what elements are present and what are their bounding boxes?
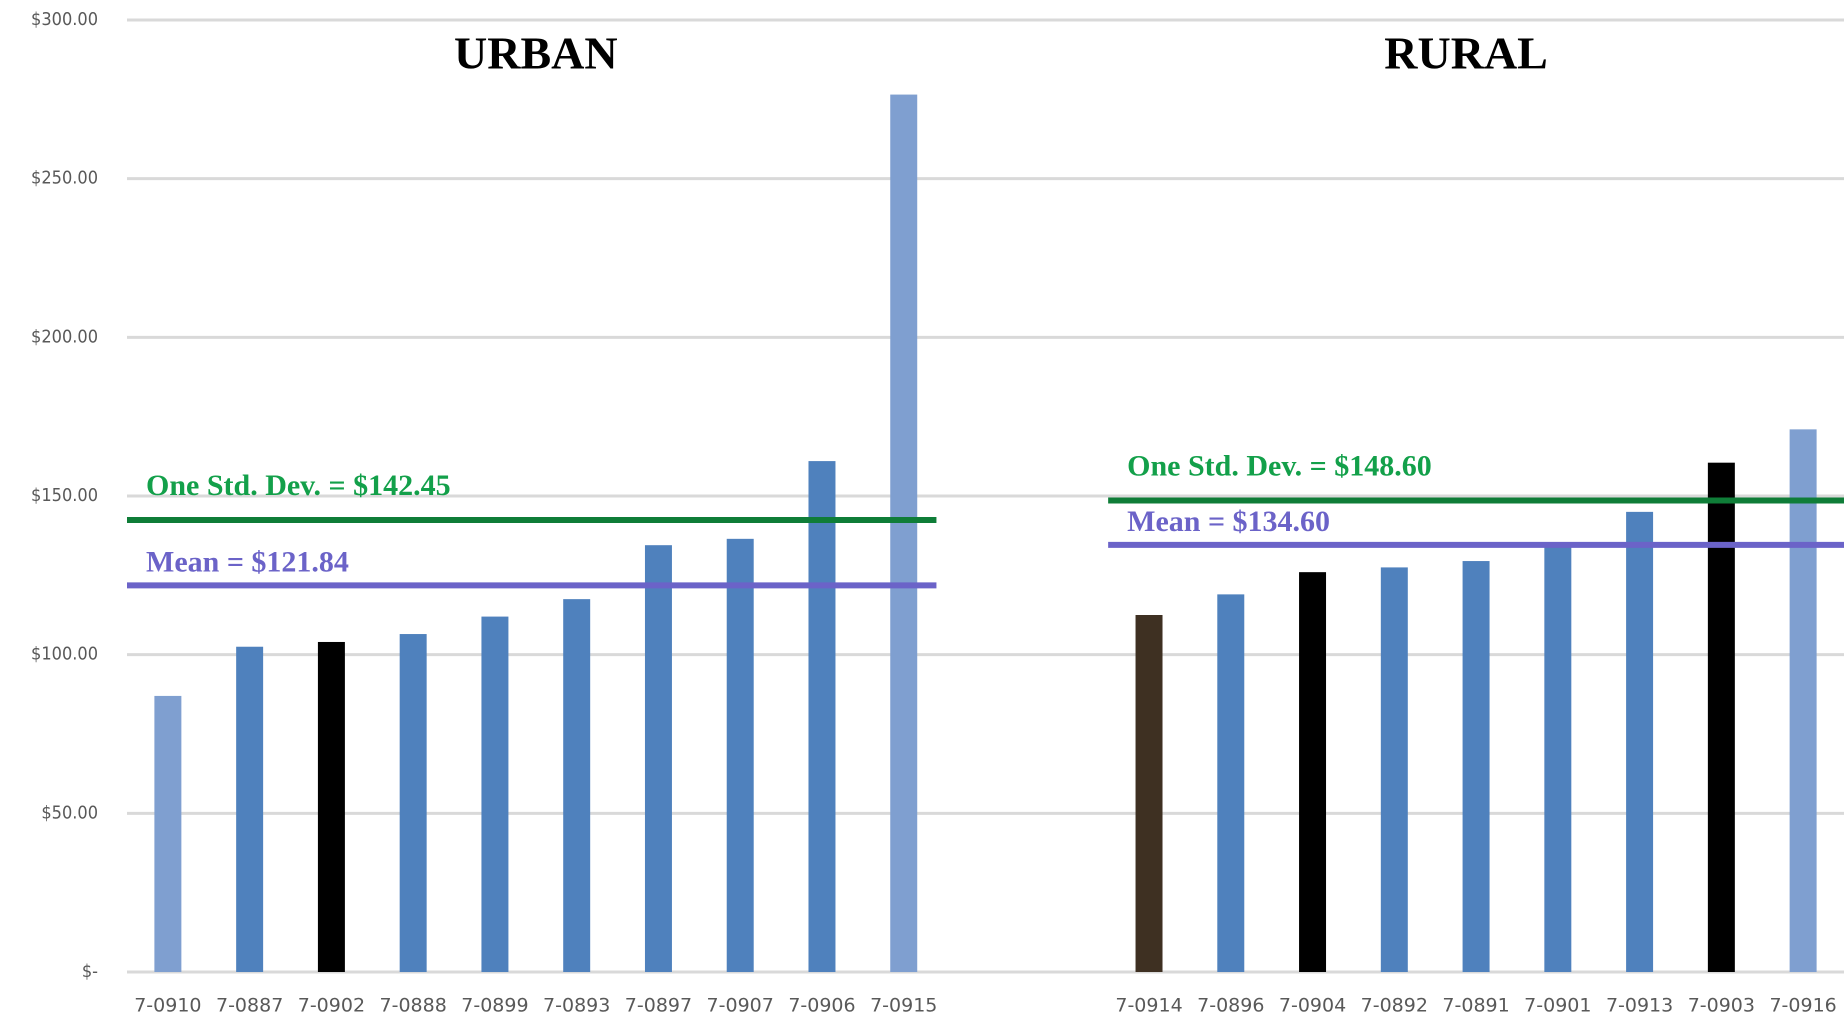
y-tick-label: $200.00 [31,326,98,347]
mean-label: Mean = $134.60 [1127,505,1330,538]
bar [1626,511,1654,972]
x-tick-label: 7-0906 [788,995,855,1017]
bar [890,94,918,972]
x-tick-label: 7-0897 [625,995,692,1017]
bar [399,634,427,972]
bar [1380,567,1408,972]
x-tick-label: 7-0901 [1524,995,1591,1017]
bar [1707,462,1735,972]
x-tick-label: 7-0904 [1279,995,1346,1017]
x-tick-label: 7-0913 [1606,995,1673,1017]
mean-label: Mean = $121.84 [146,545,349,578]
y-tick-label: $250.00 [31,168,98,189]
x-tick-label: 7-0891 [1442,995,1509,1017]
y-tick-label: $300.00 [31,9,98,30]
y-tick-label: $- [82,961,98,982]
group-title: URBAN [454,28,618,79]
x-tick-label: 7-0916 [1769,995,1836,1017]
y-tick-label: $150.00 [31,485,98,506]
bar [1789,429,1817,972]
std-label: One Std. Dev. = $148.60 [1127,449,1432,482]
y-tick-label: $50.00 [41,802,98,823]
x-tick-label: 7-0892 [1361,995,1428,1017]
bar [808,461,836,972]
x-tick-label: 7-0888 [380,995,447,1017]
bar [563,599,591,972]
x-tick-label: 7-0887 [216,995,283,1017]
bar [1544,545,1572,972]
bar [481,616,509,972]
bar [1462,561,1490,972]
x-tick-label: 7-0907 [707,995,774,1017]
bar [1299,572,1327,972]
x-tick-label: 7-0899 [461,995,528,1017]
x-tick-label: 7-0896 [1197,995,1264,1017]
x-tick-label: 7-0915 [870,995,937,1017]
bar [726,538,754,972]
y-tick-label: $100.00 [31,644,98,665]
bar [236,646,264,972]
x-tick-label: 7-0910 [134,995,201,1017]
bar [644,545,672,972]
x-tick-label: 7-0902 [298,995,365,1017]
bar [1135,615,1163,972]
x-tick-label: 7-0914 [1115,995,1182,1017]
bar [317,641,345,972]
std-label: One Std. Dev. = $142.45 [146,469,451,502]
x-tick-label: 7-0903 [1688,995,1755,1017]
x-tick-label: 7-0893 [543,995,610,1017]
bar [154,695,182,972]
bar [1217,594,1245,972]
group-title: RURAL [1384,28,1548,79]
